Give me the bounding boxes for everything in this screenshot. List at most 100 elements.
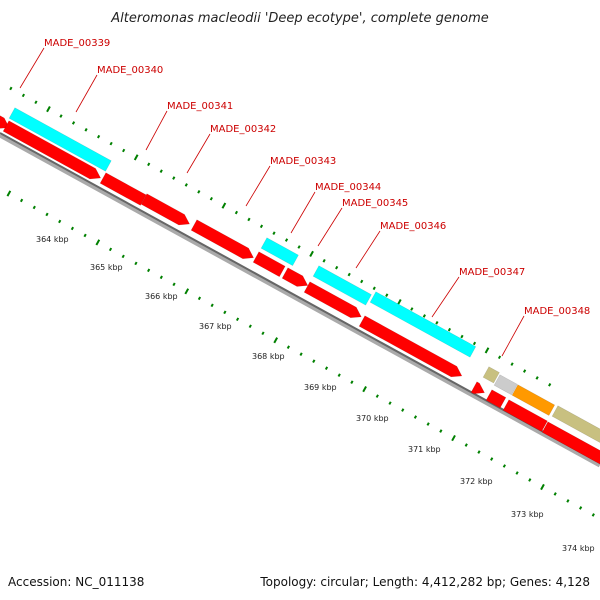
outer-dot [447,327,452,332]
inner-dot [121,254,125,259]
inner-dot [134,261,138,266]
leader-line [145,110,168,151]
leader-line [245,165,271,207]
outer-dot [59,114,63,118]
outer-dot [96,134,101,139]
inner-dot [83,233,87,238]
kbp-scale: 364 kbp 365 kbp 366 kbp 367 kbp 368 kbp 369 k… [36,235,595,553]
gene-label: MADE_00344 [315,182,381,193]
backbone-light-line [0,132,600,468]
outer-dot [484,347,490,354]
inner-dot-track [6,190,595,517]
outer-dot [360,279,364,284]
outer-dot [535,376,539,380]
gene-label: MADE_00345 [342,198,408,209]
outer-dot [9,86,13,91]
map-title: Alteromonas macleodii 'Deep ecotype', co… [110,11,488,26]
inner-dot [401,408,405,412]
gene-label: MADE_00348 [524,306,590,317]
outer-dot [297,245,301,249]
olive-feature [551,405,600,446]
inner-dot [248,324,252,329]
inner-dot [413,415,418,419]
inner-dot [286,345,290,350]
inner-dot [95,239,101,246]
cds-feature [140,193,190,226]
gene-label: MADE_00347 [459,267,525,278]
inner-dot [273,337,279,344]
cds-feature [190,219,254,259]
inner-dot [6,190,12,197]
kbp-tick-label: 369 kbp [304,383,337,392]
inner-dot [210,303,214,308]
outer-dot [372,286,376,291]
misc-feature [312,265,372,306]
cds-feature [99,172,147,206]
outer-dot [147,162,151,167]
outer-dot [46,106,51,113]
outer-dot [259,224,264,229]
inner-dot [172,282,176,287]
gene-label: MADE_00341 [167,101,233,112]
inner-dot [490,457,494,461]
inner-dot [70,226,75,231]
cds-feature [281,267,309,287]
outer-dot [172,176,176,180]
gray-feature [493,374,518,396]
outer-dot [84,128,88,132]
inner-dot [197,296,202,301]
orange-feature [511,384,556,416]
kbp-tick-label: 371 kbp [408,445,441,454]
inner-dot [19,198,24,203]
leader-line [290,191,316,234]
cds-feature [2,120,102,180]
leader-line [19,47,45,89]
kbp-tick-label: 372 kbp [460,477,493,486]
inner-dot [337,373,341,377]
gene-label: MADE_00340 [97,65,163,76]
genome-stats-text: Topology: circular; Length: 4,412,282 bp… [259,575,590,589]
gene-label: MADE_00342 [210,124,276,135]
outer-dot [133,154,139,161]
outer-dot [435,320,439,325]
inner-dot [566,499,570,503]
inner-dot [159,275,163,280]
inner-dot [540,483,545,491]
leader-line [431,276,460,318]
leader-line [355,230,381,269]
inner-dot [528,478,532,482]
outer-dot [460,334,464,339]
outer-dot [523,369,527,373]
inner-dot [108,247,113,252]
cds-feature [470,381,485,394]
outer-dot [221,202,227,209]
misc-feature [369,291,477,358]
gene-labels: MADE_00339 MADE_00340 MADE_00341 MADE_00342… [44,38,590,317]
leader-line [186,133,211,174]
outer-dot [322,258,326,263]
kbp-tick-label: 374 kbp [562,544,595,553]
olive-feature [482,366,500,384]
cds-feature [485,389,507,409]
inner-dot [553,492,557,496]
kbp-tick-label: 370 kbp [356,414,389,423]
outer-dot [209,196,213,201]
leader-line [501,315,525,357]
outer-dot [247,217,251,222]
inner-dot [388,401,392,405]
inner-dot [235,317,240,322]
inner-dot [261,331,265,336]
inner-dot [579,506,583,510]
outer-dot-track [9,86,552,387]
cds-feature [0,111,10,129]
leader-line [317,207,343,247]
kbp-tick-label: 373 kbp [511,510,544,519]
outer-dot [71,121,76,125]
accession-text: Accession: NC_011138 [8,575,144,589]
outer-dot [335,265,339,270]
outer-dot [184,183,188,187]
outer-dot [159,169,163,173]
kbp-tick-label: 368 kbp [252,352,285,361]
label-leaders [19,47,525,357]
outer-dot [109,141,113,146]
